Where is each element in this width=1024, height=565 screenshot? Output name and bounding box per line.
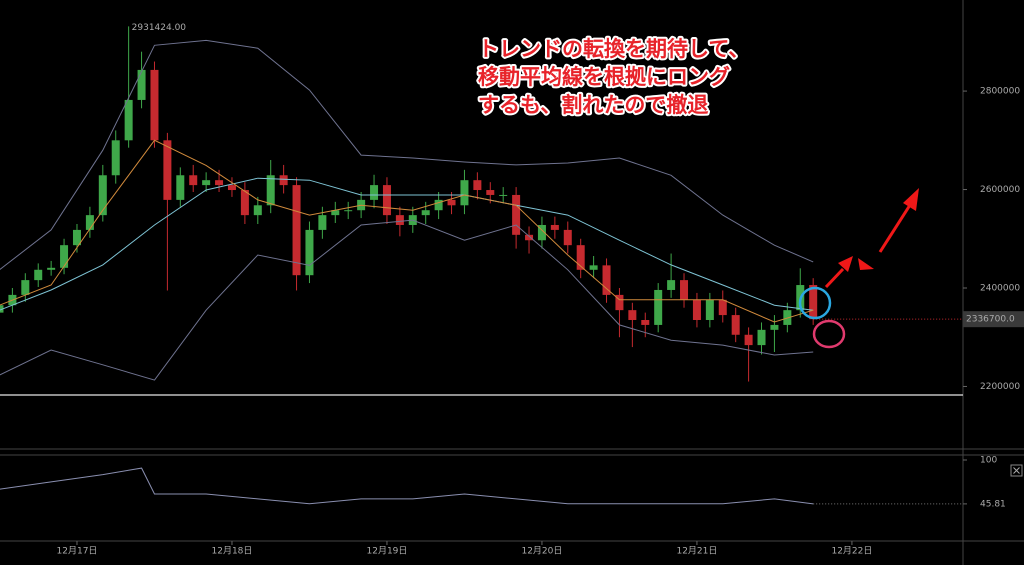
candle-body [34, 269, 43, 281]
plot-area: 2931424.00 2336700.0 トレンドの転換を期待して、移動平均線を根拠… [0, 23, 1024, 505]
y-tick-label: 2400000 [980, 284, 1020, 294]
high-label: 2931424.00 [132, 23, 187, 33]
candle-body [85, 215, 94, 230]
y-tick-label: 2600000 [980, 185, 1020, 195]
y-tick-label: 45.81 [980, 499, 1006, 509]
candle-body [266, 175, 275, 206]
candle-body [512, 194, 521, 235]
candle-body [163, 140, 172, 200]
candle-body [189, 175, 198, 186]
y-tick-label: 2800000 [980, 87, 1020, 97]
annotation-text: トレンドの転換を期待して、 [478, 37, 749, 61]
candle-body [447, 199, 456, 206]
pink-circle [812, 319, 846, 349]
y-tick-label: 100 [980, 456, 997, 466]
candle-body [628, 310, 637, 320]
candle-body [240, 190, 249, 216]
indicator-line [0, 139, 814, 323]
indicator-line [0, 39, 814, 271]
candle-body [680, 280, 689, 300]
annotation-text: 移動平均線を根拠にロング [478, 65, 730, 89]
blue-circle [798, 286, 832, 320]
candle-body [60, 245, 69, 268]
candle-body [215, 180, 224, 186]
candle-body [124, 99, 133, 141]
close-button[interactable] [1010, 464, 1023, 477]
candle-body [615, 294, 624, 311]
candle-body [499, 194, 508, 196]
drawings [798, 188, 919, 349]
candle-body [757, 329, 766, 346]
candle-body [318, 215, 327, 230]
candle-body [809, 285, 818, 320]
x-tick-label: 12月19日 [367, 546, 408, 557]
candle-body [731, 315, 740, 335]
current-price-label: 2336700.0 [966, 315, 1015, 325]
candle-body [305, 229, 314, 276]
candle-body [98, 175, 107, 216]
x-tick-label: 12月20日 [521, 546, 562, 557]
candle-body [176, 175, 185, 200]
candle-body [654, 289, 663, 325]
candle-body [421, 210, 430, 216]
candle-body [21, 280, 30, 295]
arrow-head [903, 188, 919, 211]
candle-body [292, 185, 301, 276]
candle-body [744, 334, 753, 346]
candle-body [718, 299, 727, 316]
indicator-line [0, 219, 814, 381]
candle-body [227, 185, 236, 191]
x-tick-label: 12月17日 [57, 546, 98, 557]
candle-body [576, 245, 585, 270]
rsi-line [0, 467, 814, 505]
candle-body [783, 310, 792, 325]
arrow-head [858, 258, 874, 270]
candle-body [382, 185, 391, 216]
x-tick-label: 12月22日 [831, 546, 872, 557]
candle-body [550, 224, 559, 230]
x-tick-label: 12月21日 [676, 546, 717, 557]
candle-body [667, 280, 676, 290]
candle-body [770, 324, 779, 330]
candle-body [150, 69, 159, 141]
candle-body [705, 299, 714, 320]
candle-body [47, 267, 56, 270]
candle-body [641, 320, 650, 325]
candle-body [202, 180, 211, 186]
candle-body [434, 199, 443, 211]
indicator-line [0, 177, 814, 311]
candle-body [486, 190, 495, 195]
candle-body [692, 299, 701, 320]
candle-body [137, 69, 146, 100]
candle-body [279, 175, 288, 186]
arrow [824, 267, 845, 289]
candle-body [473, 180, 482, 191]
current-price-box [963, 311, 1024, 328]
candle-body [331, 210, 340, 216]
candle-body [111, 140, 120, 176]
candle-body [253, 205, 262, 216]
close-icon[interactable] [1013, 467, 1020, 474]
candle-body [563, 229, 572, 246]
candle-body [537, 224, 546, 241]
candle-body [589, 265, 598, 270]
candle-body [72, 229, 81, 246]
candle-body [395, 215, 404, 225]
candle-body [344, 210, 353, 212]
candle-body [602, 265, 611, 295]
annotation-text: するも、割れたので撤退 [478, 93, 708, 117]
arrow [878, 204, 912, 253]
close-icon-box[interactable] [1010, 464, 1023, 477]
candle-body [525, 234, 534, 241]
arrow-head [838, 256, 853, 272]
candle-body [370, 185, 379, 200]
x-tick-label: 12月18日 [212, 546, 253, 557]
candle-body [460, 180, 469, 206]
y-tick-label: 2200000 [980, 382, 1020, 392]
